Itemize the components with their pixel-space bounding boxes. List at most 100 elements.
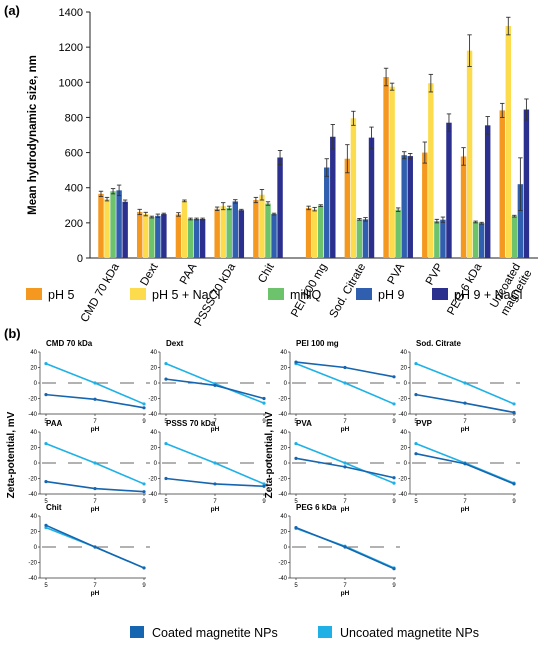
zeta-panel-title: PVA [296, 419, 312, 428]
zeta-x-tick-label: 9 [392, 419, 396, 425]
zeta-y-tick-label: 20 [400, 366, 407, 372]
zeta-y-axis-title: Zeta-potential, mV [6, 411, 17, 498]
bar [220, 206, 226, 258]
bar [265, 203, 271, 258]
bar [214, 208, 220, 258]
zeta-x-tick-label: 7 [343, 419, 347, 425]
zeta-y-tick-label: 40 [30, 350, 37, 356]
zeta-x-tick-label: 7 [93, 499, 97, 505]
zeta-x-tick-label: 7 [93, 583, 97, 589]
uncoated-point [213, 461, 217, 465]
coated-point [294, 456, 298, 460]
zeta-y-tick-label: 0 [404, 461, 408, 467]
zeta-y-tick-label: 40 [400, 350, 407, 356]
bar [505, 26, 512, 258]
coated-point [463, 401, 467, 405]
bar [368, 137, 375, 258]
bar [181, 200, 188, 258]
coated-point [294, 360, 298, 364]
zeta-x-axis-title: pH [341, 590, 350, 597]
coated-point [392, 476, 396, 480]
bar [434, 221, 440, 258]
zeta-panel: PAA -40 -20 0 20 40 5 7 9 pH [28, 419, 150, 513]
zeta-y-tick-label: 20 [280, 366, 287, 372]
uncoated-point [44, 526, 48, 530]
zeta-x-tick-label: 9 [142, 499, 146, 505]
coated-point [463, 462, 467, 466]
zeta-panel: CMD 70 kDa -40 -20 0 20 40 5 7 9 pH [28, 339, 150, 433]
bar [149, 217, 155, 258]
uncoated-point [44, 362, 48, 366]
zeta-x-tick-label: 9 [262, 419, 266, 425]
zeta-y-tick-label: 0 [154, 381, 158, 387]
zeta-panel-title: PAA [46, 419, 63, 428]
coated-point [142, 490, 146, 494]
zeta-y-tick-label: -40 [28, 492, 37, 498]
uncoated-point [142, 482, 146, 486]
zeta-panel-title: PSSS 70 kDa [166, 419, 216, 428]
coated-point [262, 396, 266, 401]
coated-point [93, 545, 97, 549]
zeta-y-tick-label: -40 [278, 412, 287, 418]
zeta-x-tick-label: 5 [414, 419, 418, 425]
bar [187, 218, 194, 258]
zeta-x-axis-title: pH [341, 426, 350, 433]
zeta-x-tick-label: 5 [164, 499, 168, 505]
zeta-x-axis-title: pH [461, 506, 470, 513]
zeta-y-tick-label: 20 [30, 530, 37, 536]
zeta-x-tick-label: 7 [343, 583, 347, 589]
bar [110, 191, 116, 258]
bar [383, 77, 389, 258]
zeta-panel-title: Dext [166, 339, 184, 348]
coated-point [164, 377, 168, 381]
zeta-panel: Sod. Citrate -40 -20 0 20 40 5 7 9 pH [398, 339, 520, 433]
zeta-x-tick-label: 9 [142, 419, 146, 425]
y-tick-label: 800 [65, 112, 83, 124]
zeta-panel: PVP -40 -20 0 20 40 5 7 9 pH [398, 419, 520, 513]
zeta-x-tick-label: 7 [463, 499, 467, 505]
bar [395, 209, 401, 258]
bar [232, 201, 239, 258]
zeta-y-tick-label: 20 [400, 446, 407, 452]
uncoated-point [164, 442, 168, 446]
zeta-legend: Coated magnetite NPs Uncoated magnetite N… [130, 626, 479, 640]
legend-swatch [26, 288, 42, 300]
zeta-x-tick-label: 9 [142, 583, 146, 589]
y-tick-label: 0 [77, 253, 83, 265]
zeta-y-tick-label: -20 [28, 561, 37, 567]
bar [422, 152, 428, 258]
zeta-panel: PEG 6 kDa -40 -20 0 20 40 5 7 9 pH [278, 503, 400, 597]
coated-point [142, 566, 146, 570]
zeta-y-tick-label: -20 [148, 397, 157, 403]
legend-label: pH 9 [378, 288, 404, 302]
coated-point [392, 375, 396, 379]
bar [98, 193, 104, 258]
zeta-x-tick-label: 7 [213, 419, 217, 425]
bar [143, 214, 149, 258]
bar [350, 118, 357, 258]
bar [389, 86, 395, 258]
uncoated-point [392, 481, 396, 485]
zeta-x-tick-label: 5 [294, 583, 298, 589]
zeta-x-tick-label: 5 [414, 499, 418, 505]
zeta-y-tick-label: 40 [280, 514, 287, 520]
bar [253, 200, 259, 258]
zeta-panel-title: PEI 100 mg [296, 339, 339, 348]
zeta-y-tick-label: 40 [280, 350, 287, 356]
coated-point [512, 410, 516, 415]
y-tick-label: 600 [65, 148, 83, 160]
legend-swatch [356, 288, 372, 300]
uncoated-point [414, 362, 418, 366]
uncoated-point [142, 402, 146, 406]
bar [324, 167, 330, 258]
bar [175, 214, 182, 258]
zeta-y-tick-label: 0 [284, 381, 288, 387]
bar [460, 156, 467, 258]
zeta-y-tick-label: 40 [30, 430, 37, 436]
zeta-y-tick-label: 0 [34, 381, 38, 387]
bar [440, 219, 446, 258]
legend-label: pH 5 + NaCl [152, 288, 220, 302]
bar [193, 218, 200, 258]
panel-b-label: (b) [4, 326, 21, 341]
bar [271, 214, 277, 258]
